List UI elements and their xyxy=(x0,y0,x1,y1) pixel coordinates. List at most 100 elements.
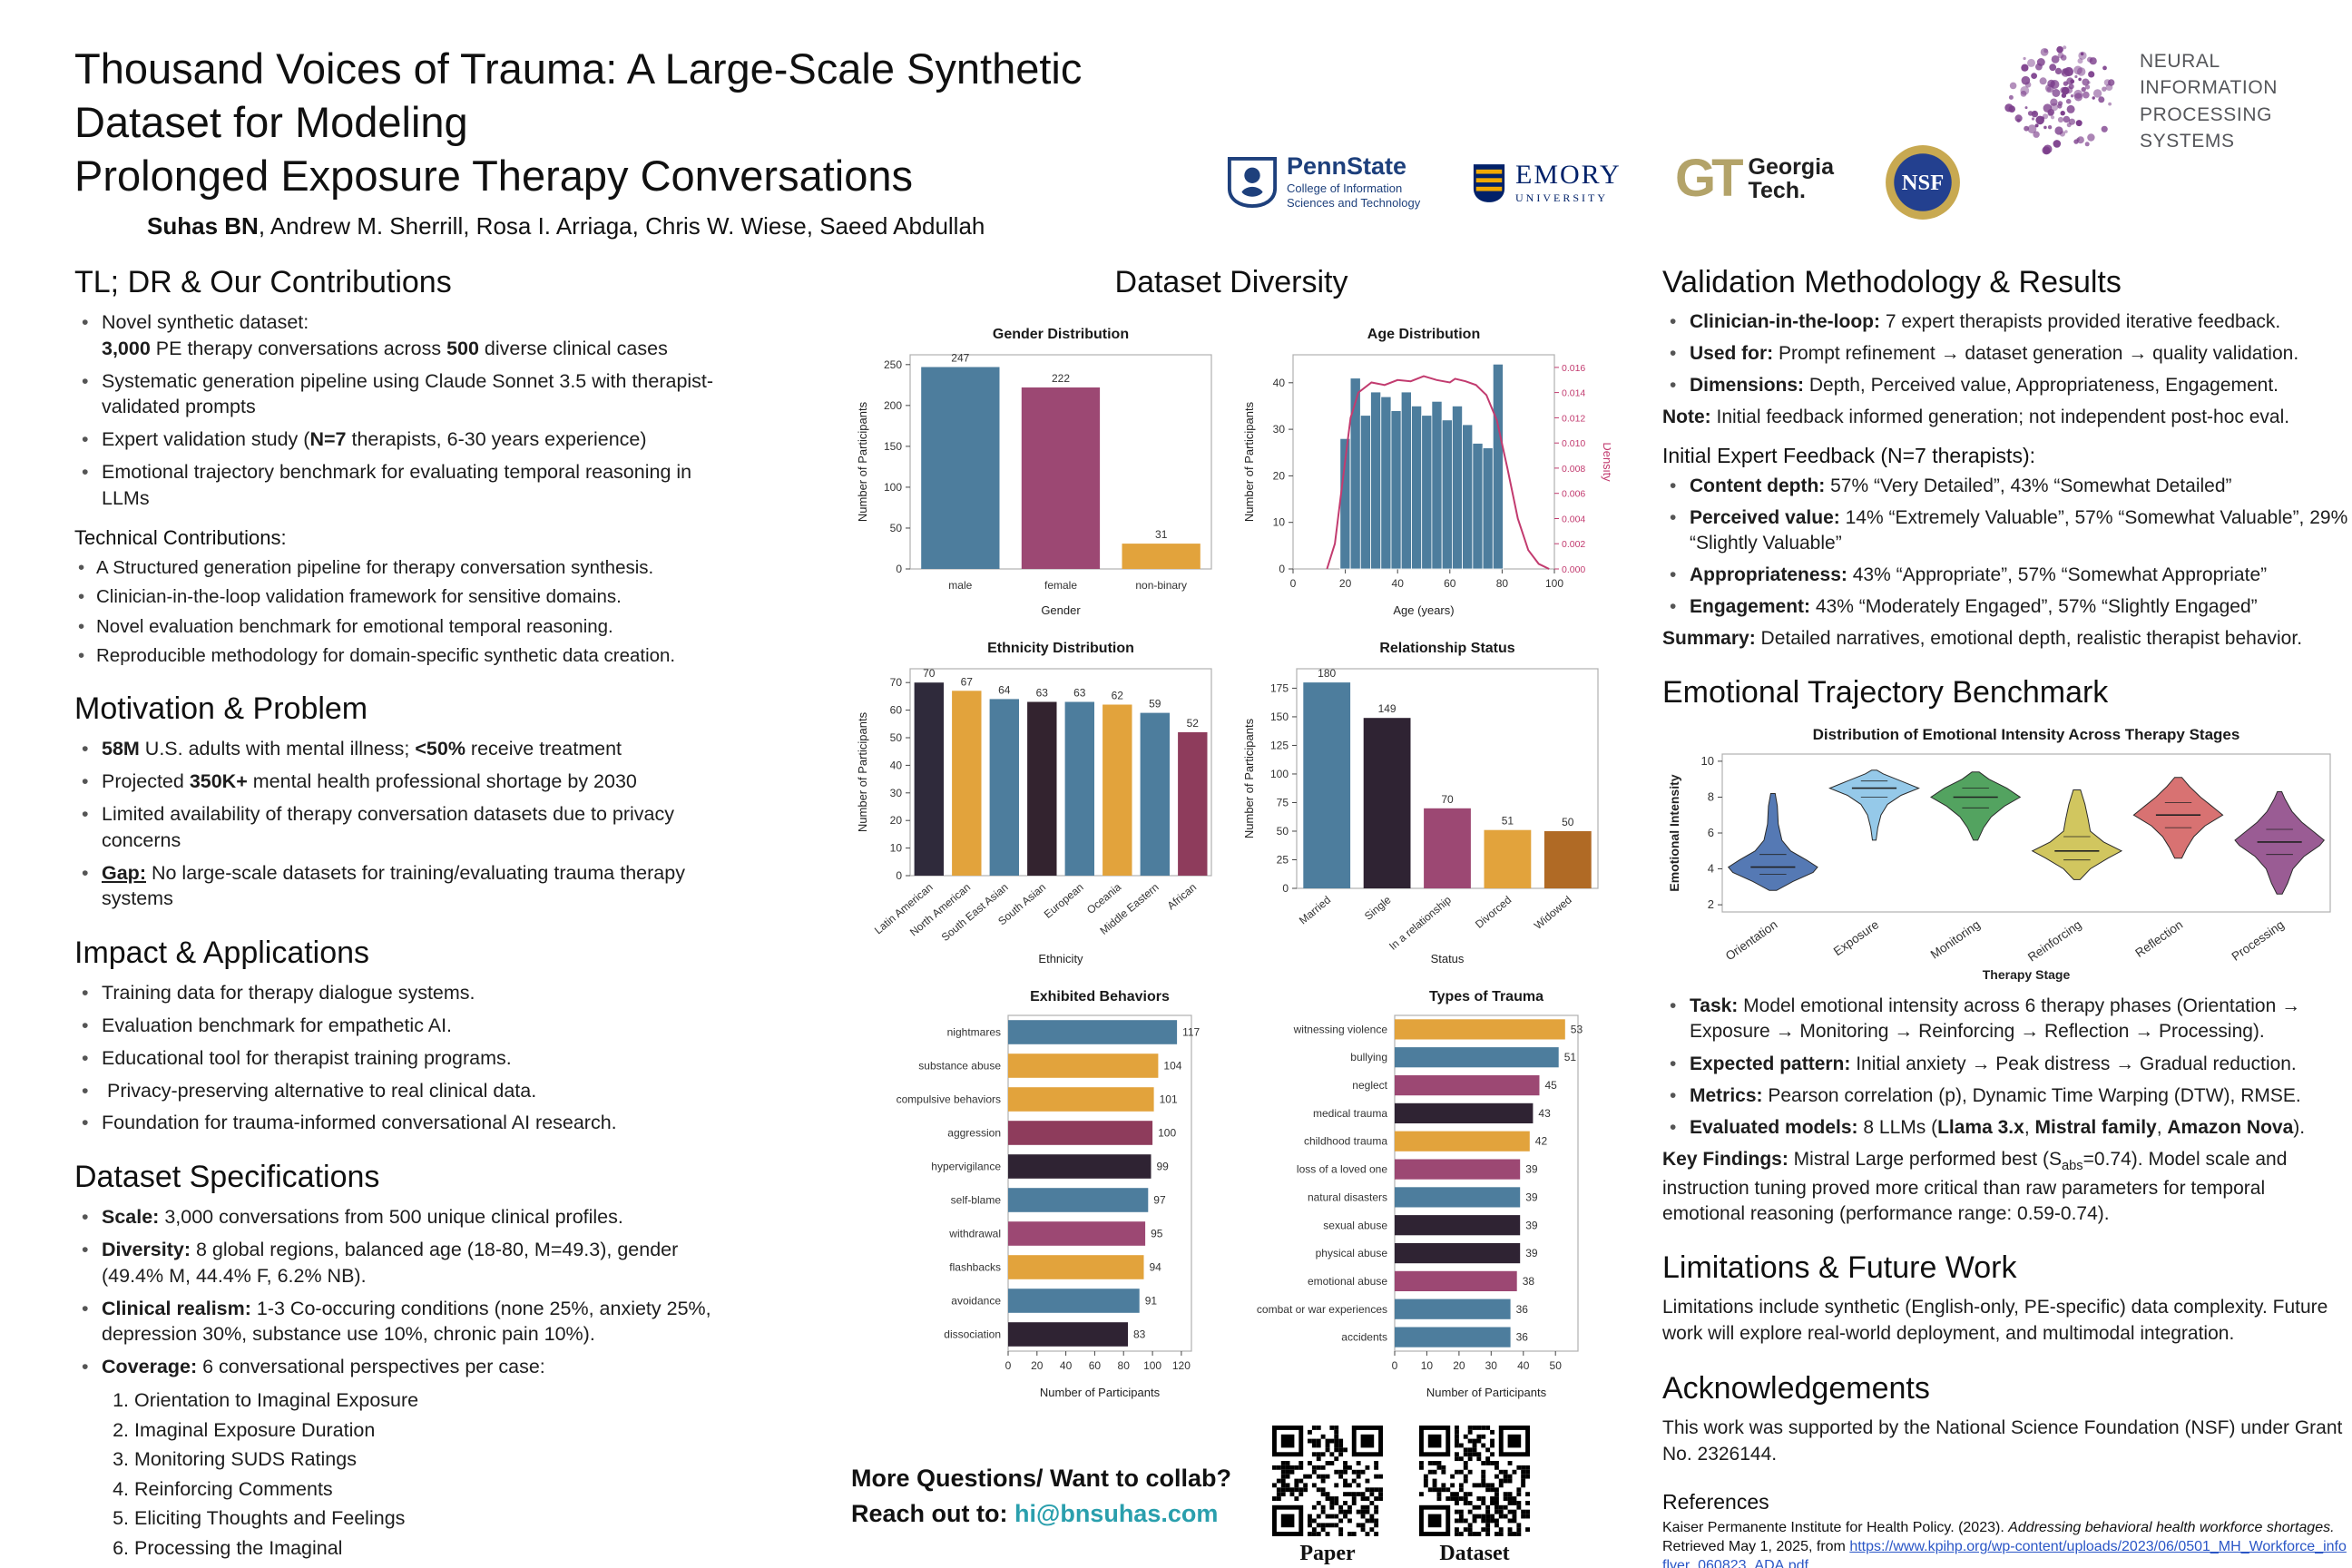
georgia-tech-logo: GT Georgia Tech. xyxy=(1675,152,1834,205)
svg-text:0.010: 0.010 xyxy=(1562,438,1585,449)
svg-text:80: 80 xyxy=(1496,577,1509,590)
svg-text:0: 0 xyxy=(1005,1359,1012,1372)
svg-text:loss of a loved one: loss of a loved one xyxy=(1297,1163,1387,1176)
neurips-dots-icon xyxy=(1994,31,2131,172)
svg-text:222: 222 xyxy=(1052,372,1070,385)
left-column: TL; DR & Our Contributions Novel synthet… xyxy=(74,265,726,1568)
reference-link[interactable]: https://www.kpihp.org/wp-content/uploads… xyxy=(1662,1538,2347,1568)
svg-text:67: 67 xyxy=(961,675,974,688)
svg-text:Age Distribution: Age Distribution xyxy=(1367,327,1480,342)
svg-text:10: 10 xyxy=(1421,1359,1434,1372)
svg-text:39: 39 xyxy=(1525,1191,1538,1203)
svg-text:witnessing violence: witnessing violence xyxy=(1293,1023,1388,1035)
svg-text:dissociation: dissociation xyxy=(944,1328,1001,1341)
svg-text:250: 250 xyxy=(884,358,902,371)
svg-text:6: 6 xyxy=(1708,826,1714,839)
svg-text:40: 40 xyxy=(1060,1359,1073,1372)
svg-text:Number of Participants: Number of Participants xyxy=(1426,1386,1547,1399)
svg-text:149: 149 xyxy=(1378,702,1396,715)
qr-codes: Paper Dataset xyxy=(1272,1426,1530,1566)
age-distribution-chart: 0 20 40 60 80 100 0 10 20 30 40 0.000 0.002 0.004 0.00… xyxy=(1239,315,1614,623)
acknowledgements-text: This work was supported by the National … xyxy=(1662,1416,2343,1465)
emory-logo: EMORY UNIVERSITY xyxy=(1472,162,1622,205)
georgia-tech-line2: Tech. xyxy=(1748,178,1806,203)
svg-text:Processing: Processing xyxy=(2230,917,2287,964)
dataset-specs-bullets: Scale: 3,000 conversations from 500 uniq… xyxy=(74,1204,726,1380)
types-of-trauma-chart: 0 10 20 30 40 50 53 witnessing violence 51 bullyi… xyxy=(1239,977,1611,1407)
middle-column: Dataset Diversity 0 50 100 150 200 250 247 male… xyxy=(848,265,1615,1566)
motivation-bullets: 58M U.S. adults with mental illness; <50… xyxy=(74,736,726,912)
svg-text:compulsive behaviors: compulsive behaviors xyxy=(897,1093,1001,1106)
svg-text:62: 62 xyxy=(1112,690,1124,702)
dataset-qr-label: Dataset xyxy=(1439,1542,1510,1565)
bullet-item: Privacy-preserving alternative to real c… xyxy=(74,1078,726,1104)
benchmark-bullets: Task: Model emotional intensity across 6… xyxy=(1662,994,2348,1141)
svg-text:8: 8 xyxy=(1708,790,1714,804)
contact-prefix: Reach out to: xyxy=(851,1499,1014,1527)
svg-text:Number of Participants: Number of Participants xyxy=(1242,718,1256,838)
svg-text:Gender: Gender xyxy=(1041,603,1081,617)
pennstate-logo: PennState College of Information Science… xyxy=(1227,154,1420,210)
bullet-item: Used for: Prompt refinement → dataset ge… xyxy=(1662,341,2348,367)
bullet-item: Training data for therapy dialogue syste… xyxy=(74,980,726,1006)
svg-text:117: 117 xyxy=(1182,1026,1200,1039)
bullet-item: Gap: No large-scale datasets for trainin… xyxy=(74,860,726,913)
svg-text:0.000: 0.000 xyxy=(1562,564,1585,575)
svg-text:Exposure: Exposure xyxy=(1831,917,1881,958)
svg-text:In a relationship: In a relationship xyxy=(1387,893,1454,952)
section-title-validation: Validation Methodology & Results xyxy=(1662,265,2122,299)
bullet-item: Appropriateness: 43% “Appropriate”, 57% … xyxy=(1662,563,2348,588)
bullet-item: Dimensions: Depth, Perceived value, Appr… xyxy=(1662,373,2348,398)
references-list: Kaiser Permanente Institute for Health P… xyxy=(1662,1518,2348,1568)
svg-text:125: 125 xyxy=(1270,739,1289,751)
contact-reachout: Reach out to: hi@bnsuhas.com xyxy=(851,1500,1232,1528)
bullet-item: Systematic generation pipeline using Cla… xyxy=(74,368,726,421)
svg-text:0.006: 0.006 xyxy=(1562,489,1585,500)
svg-text:Density: Density xyxy=(1601,442,1611,482)
nsf-logo: NSF xyxy=(1884,143,1962,221)
svg-text:60: 60 xyxy=(1444,577,1456,590)
svg-text:101: 101 xyxy=(1160,1093,1178,1106)
section-title-references: References xyxy=(1662,1489,1769,1514)
svg-text:100: 100 xyxy=(884,481,902,494)
svg-text:30: 30 xyxy=(1273,423,1286,436)
bullet-item: Educational tool for therapist training … xyxy=(74,1045,726,1072)
dataset-qr-code xyxy=(1419,1426,1530,1536)
svg-text:withdrawal: withdrawal xyxy=(948,1228,1001,1240)
benchmark-key-findings: Key Findings: Mistral Large performed be… xyxy=(1662,1148,2288,1224)
contact-email-link[interactable]: hi@bnsuhas.com xyxy=(1014,1499,1219,1527)
section-title-dataset-specs: Dataset Specifications xyxy=(74,1160,380,1195)
coverage-list: Orientation to Imaginal ExposureImaginal… xyxy=(134,1387,726,1562)
tech-contributions-bullets: A Structured generation pipeline for the… xyxy=(74,555,726,669)
svg-text:Therapy Stage: Therapy Stage xyxy=(1983,967,2071,982)
svg-text:neglect: neglect xyxy=(1352,1079,1387,1092)
svg-text:10: 10 xyxy=(890,842,903,855)
svg-text:European: European xyxy=(1042,881,1086,921)
svg-text:Divorced: Divorced xyxy=(1473,894,1514,931)
pennstate-name: PennState xyxy=(1287,152,1407,180)
ethnicity-distribution-chart: 0 10 20 30 40 50 60 70 70 Latin American 67 North A… xyxy=(852,629,1224,972)
svg-text:97: 97 xyxy=(1153,1194,1166,1207)
bullet-item: Metrics: Pearson correlation (p), Dynami… xyxy=(1662,1083,2348,1109)
svg-text:180: 180 xyxy=(1318,667,1336,680)
bullet-item: Coverage: 6 conversational perspectives … xyxy=(74,1354,726,1380)
svg-text:39: 39 xyxy=(1525,1163,1538,1176)
svg-text:Emotional Intensity: Emotional Intensity xyxy=(1667,774,1681,891)
svg-text:20: 20 xyxy=(890,814,903,827)
svg-text:25: 25 xyxy=(1277,853,1289,866)
bullet-item: Projected 350K+ mental health profession… xyxy=(74,769,726,795)
section-title-acknowledgements: Acknowledgements xyxy=(1662,1370,1930,1406)
georgia-tech-gt-icon: GT xyxy=(1675,149,1744,208)
svg-text:42: 42 xyxy=(1535,1135,1548,1148)
expert-feedback-title: Initial Expert Feedback (N=7 therapists)… xyxy=(1662,443,2035,467)
svg-text:aggression: aggression xyxy=(947,1127,1001,1140)
svg-text:59: 59 xyxy=(1149,698,1161,710)
paper-qr-code xyxy=(1272,1426,1383,1536)
dataset-diversity-charts: 0 50 100 150 200 250 247 male 222 female 31 non-bin… xyxy=(848,315,1615,1407)
svg-text:50: 50 xyxy=(890,731,903,744)
svg-text:39: 39 xyxy=(1525,1247,1538,1259)
svg-text:Age (years): Age (years) xyxy=(1393,603,1454,617)
bullet-item: Engagement: 43% “Moderately Engaged”, 57… xyxy=(1662,594,2348,620)
svg-text:childhood trauma: childhood trauma xyxy=(1304,1135,1387,1148)
